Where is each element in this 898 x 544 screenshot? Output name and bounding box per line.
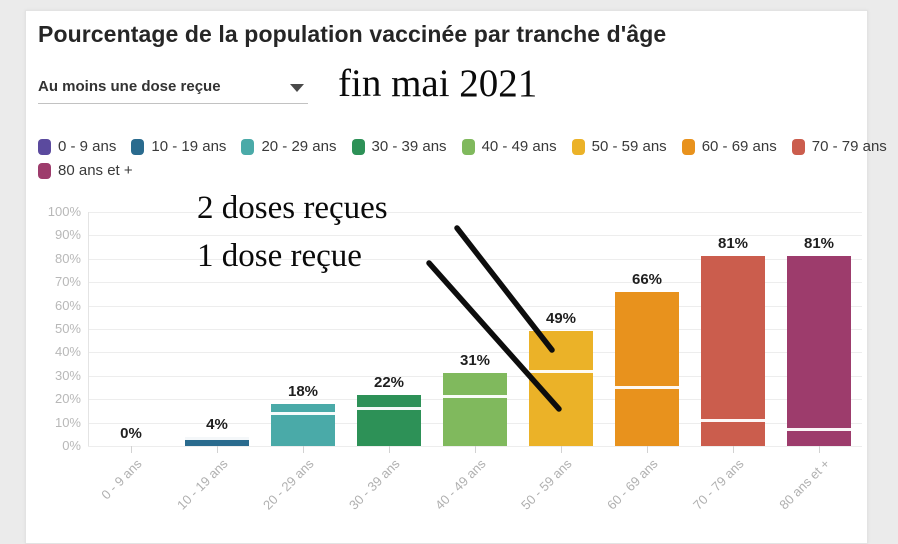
legend-label: 80 ans et + — [58, 162, 133, 179]
legend-item: 80 ans et + — [38, 162, 133, 179]
bar-50 - 59 ans — [529, 331, 593, 446]
legend-label: 30 - 39 ans — [371, 138, 447, 155]
legend-item: 50 - 59 ans — [571, 138, 667, 155]
legend-swatch — [351, 138, 365, 155]
legend-swatch — [791, 138, 805, 155]
dose-dropdown[interactable]: Au moins une dose reçue — [38, 76, 308, 104]
annotation-2-doses: 2 doses reçues — [197, 190, 388, 226]
x-tick — [303, 446, 304, 453]
bar-value-label: 81% — [717, 235, 749, 253]
legend-item: 10 - 19 ans — [131, 138, 226, 155]
bar-value-label: 18% — [287, 382, 319, 400]
second-dose-marker — [787, 428, 851, 432]
bar-80 ans et + — [787, 256, 851, 446]
y-tick-label: 10% — [54, 414, 81, 430]
y-tick-label: 20% — [54, 391, 81, 407]
y-tick-label: 80% — [54, 250, 81, 266]
second-dose-marker — [443, 395, 507, 399]
x-tick — [475, 446, 476, 453]
y-axis-line — [88, 212, 89, 446]
second-dose-marker — [185, 437, 249, 441]
bar-20 - 29 ans — [271, 403, 335, 446]
legend-label: 50 - 59 ans — [591, 138, 667, 155]
y-tick-label: 70% — [54, 274, 81, 290]
y-tick-label: 100% — [47, 204, 81, 219]
legend-item: 60 - 69 ans — [681, 138, 777, 155]
bar-value-label: 49% — [545, 310, 577, 328]
legend-swatch — [131, 138, 145, 155]
legend-label: 70 - 79 ans — [811, 138, 887, 155]
legend-item: 20 - 29 ans — [241, 138, 337, 155]
y-tick-label: 50% — [54, 321, 81, 336]
legend-label: 20 - 29 ans — [261, 138, 337, 155]
legend: 0 - 9 ans 10 - 19 ans 20 - 29 ans 30 - 39 a… — [38, 138, 887, 186]
y-tick-label: 0% — [62, 438, 81, 453]
bar-value-label: 22% — [373, 373, 405, 391]
gridline — [88, 212, 862, 213]
bar-value-label: 4% — [206, 415, 228, 433]
legend-label: 0 - 9 ans — [58, 138, 117, 155]
handwritten-date-note: fin mai 2021 — [338, 62, 538, 105]
legend-swatch — [38, 138, 51, 155]
second-dose-marker — [271, 411, 335, 415]
bar-value-label: 66% — [631, 270, 663, 288]
bar-60 - 69 ans — [615, 291, 679, 446]
legend-swatch — [571, 138, 585, 155]
bar-30 - 39 ans — [357, 394, 421, 446]
bar-40 - 49 ans — [443, 373, 507, 446]
bar-70 - 79 ans — [701, 256, 765, 446]
legend-swatch — [38, 162, 51, 179]
legend-swatch — [461, 138, 475, 155]
y-tick-label: 60% — [54, 297, 81, 313]
y-tick-label: 90% — [54, 227, 81, 243]
dose-dropdown-value: Au moins une dose reçue — [38, 78, 221, 95]
x-tick — [819, 446, 820, 453]
x-tick — [131, 446, 132, 453]
bar-value-label: 0% — [120, 425, 142, 442]
legend-label: 40 - 49 ans — [481, 138, 557, 155]
legend-swatch — [241, 138, 255, 155]
x-tick — [389, 446, 390, 453]
chart-title: Pourcentage de la population vaccinée pa… — [38, 21, 667, 47]
bar-value-label: 81% — [803, 235, 835, 253]
second-dose-marker — [357, 407, 421, 411]
x-tick — [647, 446, 648, 453]
bar-value-label: 31% — [459, 352, 491, 370]
second-dose-marker — [615, 386, 679, 389]
second-dose-marker — [701, 418, 765, 422]
legend-item: 0 - 9 ans — [38, 138, 116, 155]
legend-item: 70 - 79 ans — [791, 138, 887, 155]
x-tick — [217, 446, 218, 453]
x-tick — [561, 446, 562, 453]
chevron-down-icon — [290, 84, 304, 92]
x-tick — [733, 446, 734, 453]
legend-label: 60 - 69 ans — [701, 138, 777, 155]
legend-item: 30 - 39 ans — [351, 138, 447, 155]
legend-label: 10 - 19 ans — [151, 138, 227, 155]
legend-item: 40 - 49 ans — [461, 138, 557, 155]
y-tick-label: 30% — [54, 367, 81, 383]
second-dose-marker — [529, 369, 593, 373]
bar-10 - 19 ans — [185, 436, 249, 446]
legend-swatch — [681, 138, 695, 155]
y-tick-label: 40% — [54, 344, 81, 360]
annotation-1-dose: 1 dose reçue — [197, 238, 362, 274]
